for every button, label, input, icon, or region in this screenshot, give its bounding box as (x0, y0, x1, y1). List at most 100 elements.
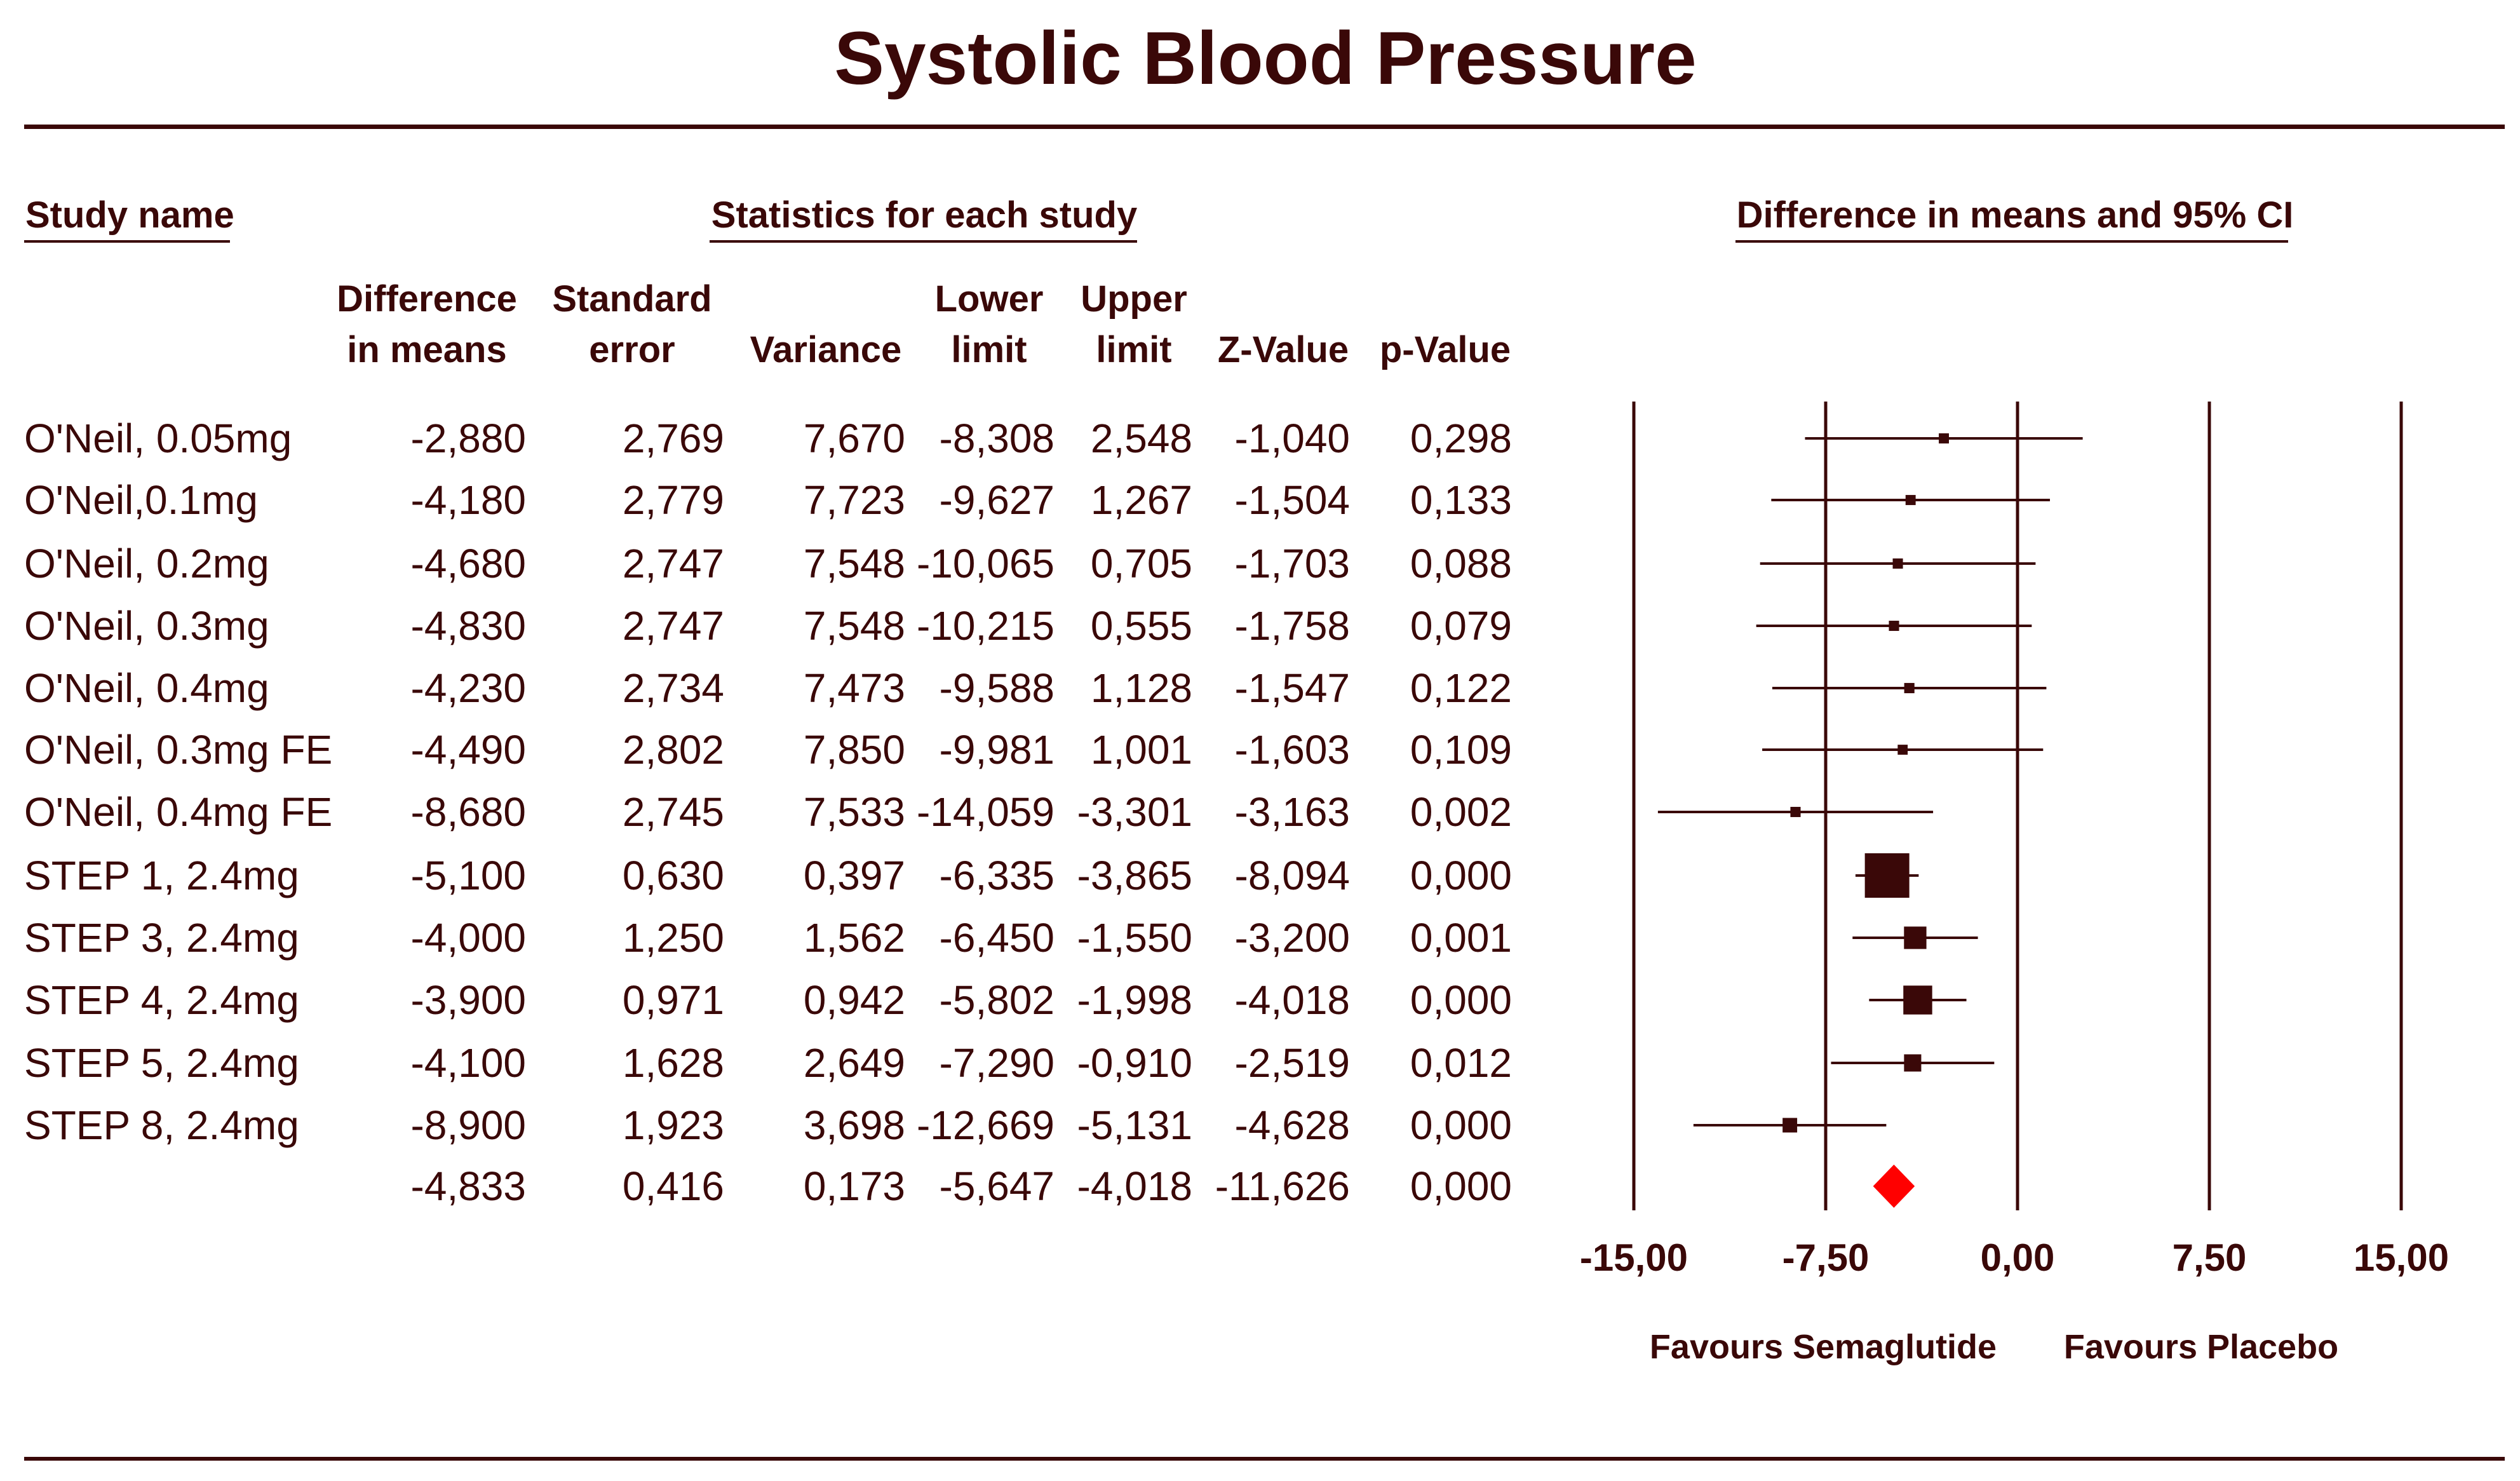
column-header-6-line2: Z-Value (1218, 329, 1349, 370)
table-cell: 7,548 (804, 603, 905, 649)
table-cell: -9,627 (940, 477, 1054, 523)
table-cell: 2,779 (623, 477, 724, 523)
table-cell: 7,473 (804, 665, 905, 711)
favours-left-label: Favours Semaglutide (1650, 1328, 1997, 1366)
point-estimate-marker (1892, 558, 1903, 569)
table-cell: -4,100 (411, 1040, 526, 1086)
table-cell: -1,550 (1077, 915, 1192, 961)
column-header-1-line1: Difference (337, 278, 517, 320)
point-estimate-marker (1790, 806, 1801, 818)
table-cell: -1,998 (1077, 977, 1192, 1023)
table-cell: -4,000 (411, 915, 526, 961)
summary-diamond (1873, 1165, 1915, 1208)
point-estimate-marker (1904, 682, 1915, 694)
study-name: O'Neil, 0.4mg FE (24, 789, 332, 835)
bottom-rule (24, 1457, 2505, 1461)
table-cell: 1,628 (623, 1040, 724, 1086)
table-cell: -1,758 (1235, 603, 1350, 649)
table-cell: -3,200 (1235, 915, 1350, 961)
table-cell: 0,971 (623, 977, 724, 1023)
table-cell: 0,298 (1410, 416, 1512, 461)
table-cell: 0,012 (1410, 1040, 1512, 1086)
table-cell: 0,088 (1410, 541, 1512, 586)
column-header-7-line2: p-Value (1380, 329, 1511, 370)
table-cell: -1,603 (1235, 727, 1350, 773)
table-cell: -6,335 (940, 853, 1054, 898)
table-cell: -3,301 (1077, 789, 1192, 835)
forest-area: -15,00 -7,50 0,00 7,50 15,00 (1580, 402, 2449, 1279)
header-statistics: Statistics for each study (711, 194, 1137, 236)
table-cell: -7,290 (940, 1040, 1054, 1086)
table-cell: 1,250 (623, 915, 724, 961)
header-ci-underline (1735, 240, 2288, 243)
study-name: STEP 8, 2.4mg (24, 1102, 299, 1148)
point-estimate-marker (1889, 620, 1899, 632)
summary-cell: -4,018 (1077, 1163, 1192, 1209)
column-header-2-line2: error (589, 329, 675, 370)
table-cell: 0,122 (1410, 665, 1512, 711)
column-header-3-line2: Variance (750, 329, 902, 370)
table-cell: 2,745 (623, 789, 724, 835)
table-cell: -4,490 (411, 727, 526, 773)
table-cell: 0,079 (1410, 603, 1512, 649)
column-header-4-line2: limit (951, 329, 1027, 370)
table-cell: 0,630 (623, 853, 724, 898)
table-cell: 7,723 (804, 477, 905, 523)
header-study-name-underline (24, 240, 230, 243)
header-study-name: Study name (25, 194, 234, 236)
table-cell: -8,308 (940, 416, 1054, 461)
table-cell: 7,533 (804, 789, 905, 835)
header-statistics-underline (710, 240, 1137, 243)
summary-cell: 0,416 (623, 1163, 724, 1209)
table-cell: -9,588 (940, 665, 1054, 711)
table-cell: -4,830 (411, 603, 526, 649)
table-cell: -1,040 (1235, 416, 1350, 461)
table-cell: -5,131 (1077, 1102, 1192, 1148)
study-name: STEP 1, 2.4mg (24, 853, 299, 898)
table-cell: -14,059 (917, 789, 1054, 835)
table-cell: -2,880 (411, 416, 526, 461)
column-header-2-line1: Standard (552, 278, 711, 320)
table-cell: 0,705 (1091, 541, 1192, 586)
header-ci: Difference in means and 95% CI (1737, 194, 2294, 236)
table-cell: 3,698 (804, 1102, 905, 1148)
study-name: STEP 4, 2.4mg (24, 977, 299, 1023)
point-estimate-marker (1904, 926, 1927, 949)
point-estimate-marker (1904, 1054, 1922, 1072)
table-cell: 2,747 (623, 541, 724, 586)
table-cell: 0,397 (804, 853, 905, 898)
summary-cell: 0,173 (804, 1163, 905, 1209)
study-name: O'Neil, 0.3mg FE (24, 727, 332, 773)
table-cell: 0,133 (1410, 477, 1512, 523)
table-cell: -4,230 (411, 665, 526, 711)
table-cell: 1,001 (1091, 727, 1192, 773)
table-cell: 2,802 (623, 727, 724, 773)
point-estimate-marker (1903, 985, 1932, 1015)
table-cell: -8,094 (1235, 853, 1350, 898)
point-estimate-marker (1864, 853, 1910, 898)
table-cell: 0,000 (1410, 977, 1512, 1023)
column-header-1-line2: in means (347, 329, 506, 370)
summary-cell: 0,000 (1410, 1163, 1512, 1209)
table-cell: -2,519 (1235, 1040, 1350, 1086)
x-tick-label: -15,00 (1580, 1236, 1688, 1279)
table-cell: 2,769 (623, 416, 724, 461)
table-cell: -5,100 (411, 853, 526, 898)
column-header-4-line1: Lower (935, 278, 1044, 320)
table-cell: -0,910 (1077, 1040, 1192, 1086)
column-header-5-line2: limit (1096, 329, 1171, 370)
table-cell: -3,900 (411, 977, 526, 1023)
table-cell: -12,669 (917, 1102, 1054, 1148)
table-cell: 0,001 (1410, 915, 1512, 961)
summary-cell: -5,647 (940, 1163, 1054, 1209)
study-name: STEP 3, 2.4mg (24, 915, 299, 961)
table-cell: 1,562 (804, 915, 905, 961)
table-cell: -4,628 (1235, 1102, 1350, 1148)
table-cell: -6,450 (940, 915, 1054, 961)
favours-right-label: Favours Placebo (2064, 1328, 2338, 1366)
study-name: O'Neil, 0.2mg (24, 541, 269, 586)
point-estimate-marker (1897, 745, 1908, 755)
table-cell: 1,267 (1091, 477, 1192, 523)
table-cell: 0,000 (1410, 1102, 1512, 1148)
point-estimate-marker (1905, 495, 1916, 505)
